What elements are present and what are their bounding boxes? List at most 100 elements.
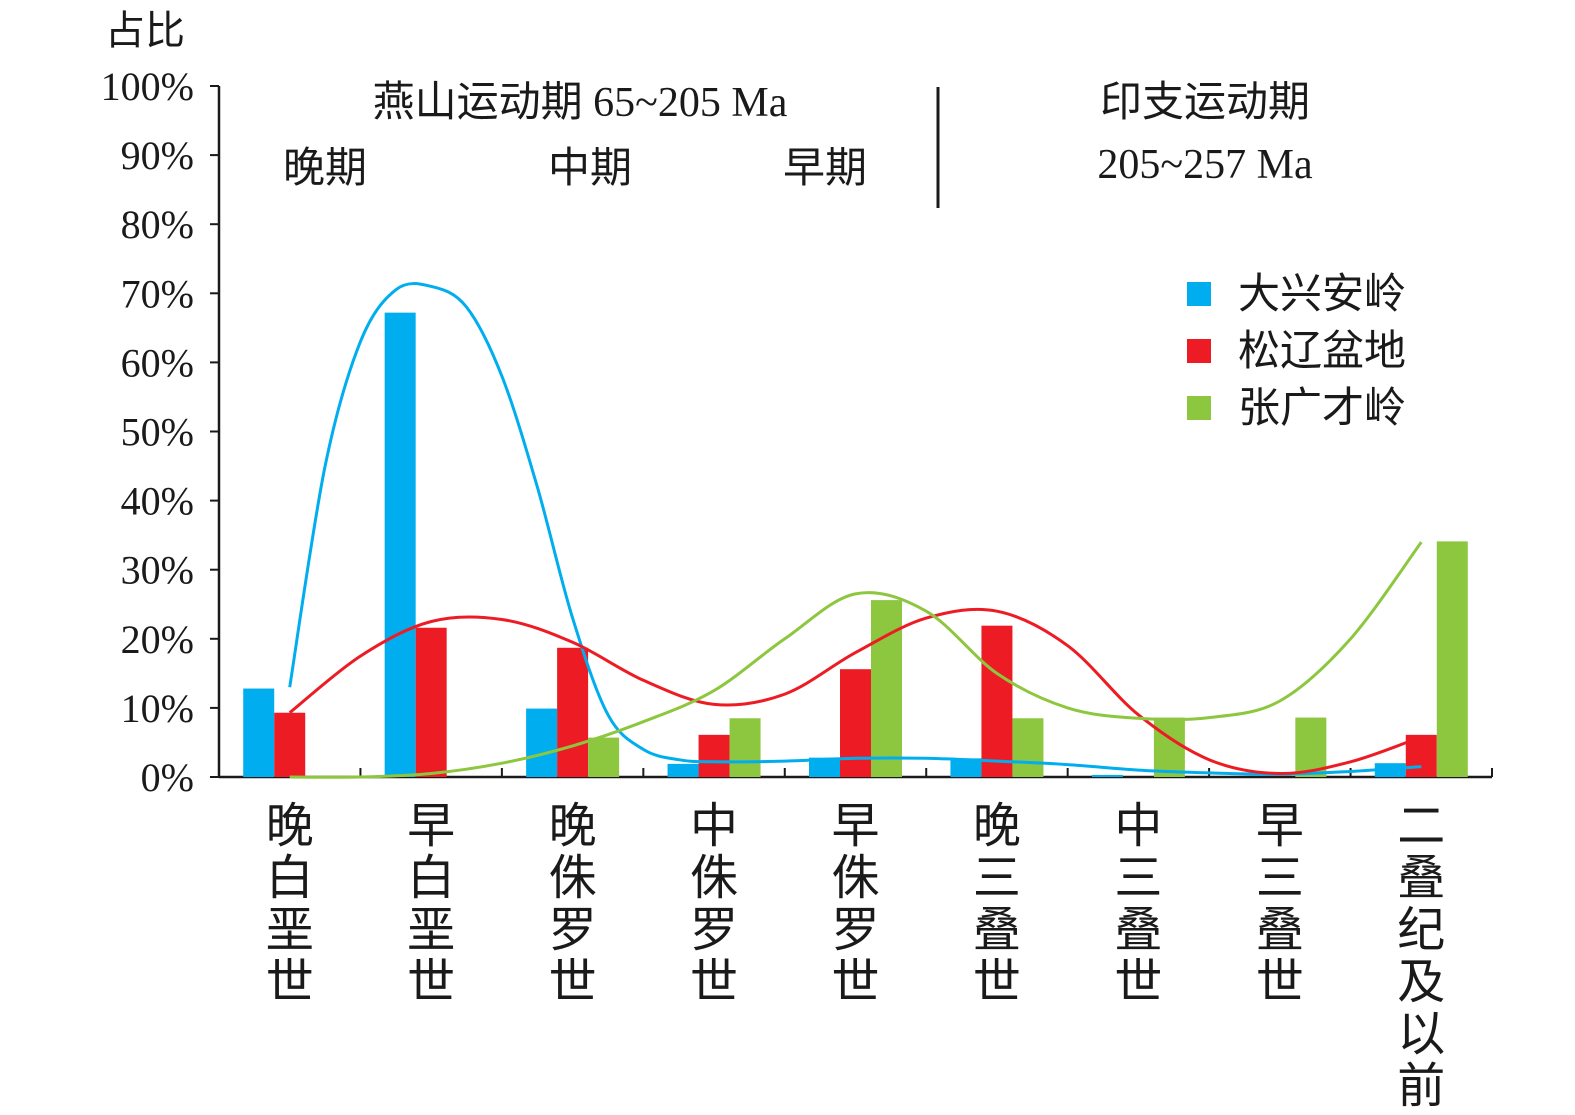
svg-text:三: 三 xyxy=(1256,852,1304,905)
svg-text:以: 以 xyxy=(1397,1008,1445,1061)
legend-label: 松辽盆地 xyxy=(1238,329,1406,375)
svg-text:及: 及 xyxy=(1397,956,1445,1009)
bar xyxy=(950,758,982,777)
svg-text:三: 三 xyxy=(1114,852,1162,905)
y-tick-label: 80% xyxy=(121,202,194,247)
bar xyxy=(871,600,902,777)
svg-text:侏: 侏 xyxy=(549,852,597,905)
svg-text:早: 早 xyxy=(1256,800,1304,853)
svg-text:晚: 晚 xyxy=(549,800,597,853)
svg-text:侏: 侏 xyxy=(690,852,738,905)
bar xyxy=(667,763,699,777)
y-tick-label: 0% xyxy=(141,755,194,800)
svg-text:叠: 叠 xyxy=(1397,852,1445,905)
svg-text:白: 白 xyxy=(266,852,314,905)
bar xyxy=(729,718,761,777)
y-tick-label: 10% xyxy=(121,686,194,731)
svg-text:早: 早 xyxy=(407,800,455,853)
legend-swatch xyxy=(1187,396,1211,420)
svg-text:晚: 晚 xyxy=(973,800,1021,853)
svg-text:世: 世 xyxy=(266,956,314,1009)
svg-text:白: 白 xyxy=(407,852,455,905)
indosinian-period-label: 印支运动期 xyxy=(1100,80,1310,126)
bar xyxy=(243,688,275,777)
svg-text:晚: 晚 xyxy=(266,800,314,853)
bar xyxy=(415,627,447,777)
trend-line xyxy=(288,607,1422,776)
legend-label: 张广才岭 xyxy=(1238,386,1406,432)
bar xyxy=(1153,717,1185,777)
svg-text:垩: 垩 xyxy=(266,904,314,957)
bar xyxy=(526,708,558,777)
svg-text:世: 世 xyxy=(690,956,738,1009)
y-tick-labels: 0% 10% 20% 30% 40% 50% 60% 70% 80% 90% 100% xyxy=(101,64,219,800)
svg-text:世: 世 xyxy=(973,956,1021,1009)
y-tick-label: 60% xyxy=(121,340,194,385)
indosinian-age-label: 205~257 Ma xyxy=(1097,142,1313,188)
svg-text:叠: 叠 xyxy=(973,904,1021,957)
legend-item: 张广才岭 xyxy=(1187,386,1406,432)
svg-text:罗: 罗 xyxy=(690,904,738,957)
bar xyxy=(1295,717,1327,777)
y-tick-label: 70% xyxy=(121,271,194,316)
legend-item: 大兴安岭 xyxy=(1187,272,1406,318)
bar xyxy=(274,712,306,777)
bar xyxy=(1436,541,1468,777)
bar xyxy=(698,734,730,777)
bar xyxy=(557,647,589,777)
y-tick-label: 100% xyxy=(101,64,194,109)
legend-label: 大兴安岭 xyxy=(1238,272,1406,318)
bar xyxy=(1012,718,1044,777)
bar xyxy=(840,669,871,777)
middle-stage-label: 中期 xyxy=(548,146,632,192)
svg-text:罗: 罗 xyxy=(549,904,597,957)
legend-swatch xyxy=(1187,339,1211,363)
y-axis-label: 占比 xyxy=(105,8,185,53)
svg-text:中: 中 xyxy=(1114,800,1162,853)
late-stage-label: 晚期 xyxy=(283,146,367,192)
svg-text:二: 二 xyxy=(1397,800,1445,853)
svg-text:世: 世 xyxy=(407,956,455,1009)
y-tick-label: 40% xyxy=(121,479,194,524)
bar xyxy=(981,625,1013,777)
svg-text:侏: 侏 xyxy=(831,852,879,905)
svg-text:世: 世 xyxy=(1114,956,1162,1009)
trend-lines xyxy=(288,282,1423,779)
y-tick-label: 20% xyxy=(121,617,194,662)
svg-text:前: 前 xyxy=(1397,1060,1445,1113)
svg-text:叠: 叠 xyxy=(1256,904,1304,957)
bar xyxy=(1091,774,1123,777)
svg-text:垩: 垩 xyxy=(407,904,455,957)
trend-line xyxy=(288,282,1422,776)
yanshan-period-label: 燕山运动期 65~205 Ma xyxy=(373,80,788,126)
legend-item: 松辽盆地 xyxy=(1187,329,1406,375)
bar xyxy=(809,757,840,777)
y-tick-label: 30% xyxy=(121,548,194,593)
bar xyxy=(384,312,416,777)
svg-text:叠: 叠 xyxy=(1114,904,1162,957)
svg-text:罗: 罗 xyxy=(831,904,879,957)
early-stage-label: 早期 xyxy=(783,146,867,192)
svg-text:世: 世 xyxy=(549,956,597,1009)
svg-text:世: 世 xyxy=(831,956,879,1009)
svg-text:中: 中 xyxy=(690,800,738,853)
legend-swatch xyxy=(1187,282,1211,306)
y-tick-label: 90% xyxy=(121,133,194,178)
y-tick-label: 50% xyxy=(121,410,194,455)
svg-text:三: 三 xyxy=(973,852,1021,905)
svg-text:纪: 纪 xyxy=(1397,904,1445,957)
trend-line xyxy=(289,541,1423,779)
bar xyxy=(588,737,620,777)
svg-text:世: 世 xyxy=(1256,956,1304,1009)
